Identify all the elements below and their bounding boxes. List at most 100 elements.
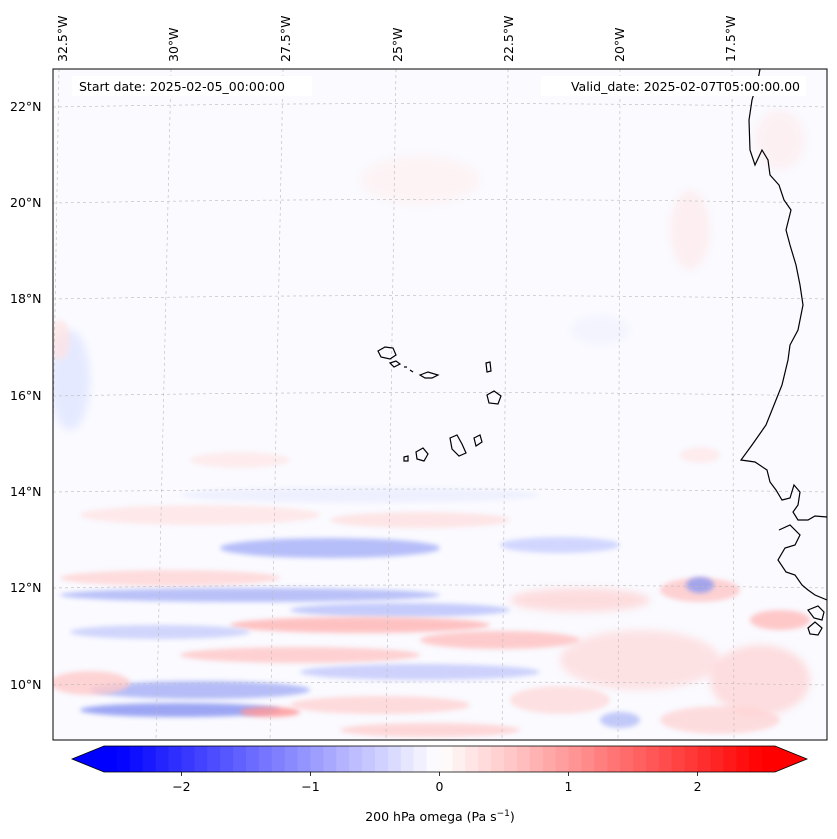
colorbar-tick-label: 2 [694,779,702,794]
colorbar-segment [452,746,466,772]
longitude-labels: 32.5°W 30°W 27.5°W 25°W 22.5°W 20°W 17.5… [55,16,738,62]
colorbar-segment [542,746,557,772]
colorbar-segment [594,746,608,772]
colorbar-segment [142,746,157,772]
island-boa-vista [486,390,502,405]
island-sao-vicente [388,360,402,368]
graticule [53,69,827,740]
valid-date-box [541,76,806,96]
colorbar-segment [504,746,518,772]
colorbar-segment [697,746,712,772]
colorbar-segment [310,746,324,772]
colorbar-segment [220,746,234,772]
colorbar-segment [620,746,634,772]
island-santo-antao [377,346,397,360]
lat-label: 18°N [10,291,42,306]
colorbar-segment [168,746,183,772]
lat-label: 14°N [10,484,42,499]
island-sal [485,361,492,373]
colorbar-extend-min [72,746,104,772]
lat-label: 20°N [10,195,42,210]
colorbar-segment [762,746,776,772]
colorbar-segment [478,746,492,772]
lon-label: 20°W [612,27,627,62]
lat-label: 22°N [10,99,42,114]
colorbar-segment [129,746,144,772]
omega-field [53,110,810,737]
colorbar-segment [245,746,260,772]
colorbar-segment [116,746,131,772]
lon-label: 25°W [390,27,405,62]
colorbar-segment [233,746,247,772]
island-fogo [415,447,429,462]
island-brava [403,455,409,462]
colorbar-tick-label: −1 [301,779,319,794]
start-date-box [72,76,312,96]
colorbar-segment [465,746,479,772]
colorbar-segment [181,746,195,772]
latitude-labels: 22°N 20°N 18°N 16°N 14°N 12°N 10°N [10,99,42,692]
colorbar-segment [194,746,208,772]
colorbar-segment [439,746,454,772]
colorbar-segment [581,746,595,772]
start-date-label: Start date: 2025-02-05_00:00:00 [79,79,285,94]
colorbar-segments [104,746,776,772]
colorbar-segment [400,746,415,772]
colorbar-segment [155,746,170,772]
lon-label: 27.5°W [278,16,293,62]
colorbar-segment [671,746,686,772]
island-maio [473,434,483,447]
colorbar-segment [607,746,621,772]
colorbar-segment [297,746,312,772]
colorbar-segment [336,746,350,772]
colorbar-tick-label: 0 [436,779,444,794]
colorbar-segment [362,746,376,772]
colorbar-segment [323,746,337,772]
lon-label: 30°W [166,27,181,62]
valid-date-label: Valid_date: 2025-02-07T05:00:00.00 [571,79,800,94]
colorbar-extend-max [775,746,807,772]
colorbar-segment [555,746,570,772]
lat-label: 10°N [10,677,42,692]
colorbar-tick-label: 1 [565,779,573,794]
colorbar-segment [645,746,660,772]
colorbar-segment [516,746,531,772]
colorbar-segment [258,746,273,772]
lon-label: 32.5°W [55,16,70,62]
colorbar-segment [684,746,699,772]
colorbar-segment [736,746,750,772]
map-panel[interactable]: Start date: 2025-02-05_00:00:00 Valid_da… [48,68,828,741]
lat-label: 12°N [10,580,42,595]
africa-coastline [739,69,827,636]
lon-label: 17.5°W [723,16,738,62]
colorbar-segment [723,746,737,772]
colorbar-segment [104,746,118,772]
colorbar-tick-label: −2 [172,779,190,794]
colorbar-segment [633,746,647,772]
colorbar-segment [284,746,299,772]
colorbar-segment [749,746,763,772]
island-sao-nicolau [418,371,440,379]
colorbar-ticks: −2 −1 0 1 2 [172,772,702,794]
island-islets [409,369,414,373]
colorbar-segment [387,746,402,772]
colorbar-segment [491,746,505,772]
colorbar-segment [426,746,441,772]
lat-label: 16°N [10,388,42,403]
map-frame [52,68,828,741]
colorbar-outline [70,745,809,773]
colorbar-segment [568,746,583,772]
cape-verde-islands [377,346,502,462]
colorbar-segment [349,746,363,772]
colorbar-segment [271,746,286,772]
colorbar-label: 200 hPa omega (Pa s−1) [365,809,515,824]
colorbar-segment [413,746,428,772]
island-santiago [449,434,467,457]
colorbar-segment [207,746,221,772]
colorbar-segment [710,746,724,772]
colorbar-segment [529,746,544,772]
colorbar: −2 −1 0 1 2 200 hPa omega (Pa s−1) [70,745,809,824]
colorbar-segment [374,746,389,772]
colorbar-segment [658,746,673,772]
